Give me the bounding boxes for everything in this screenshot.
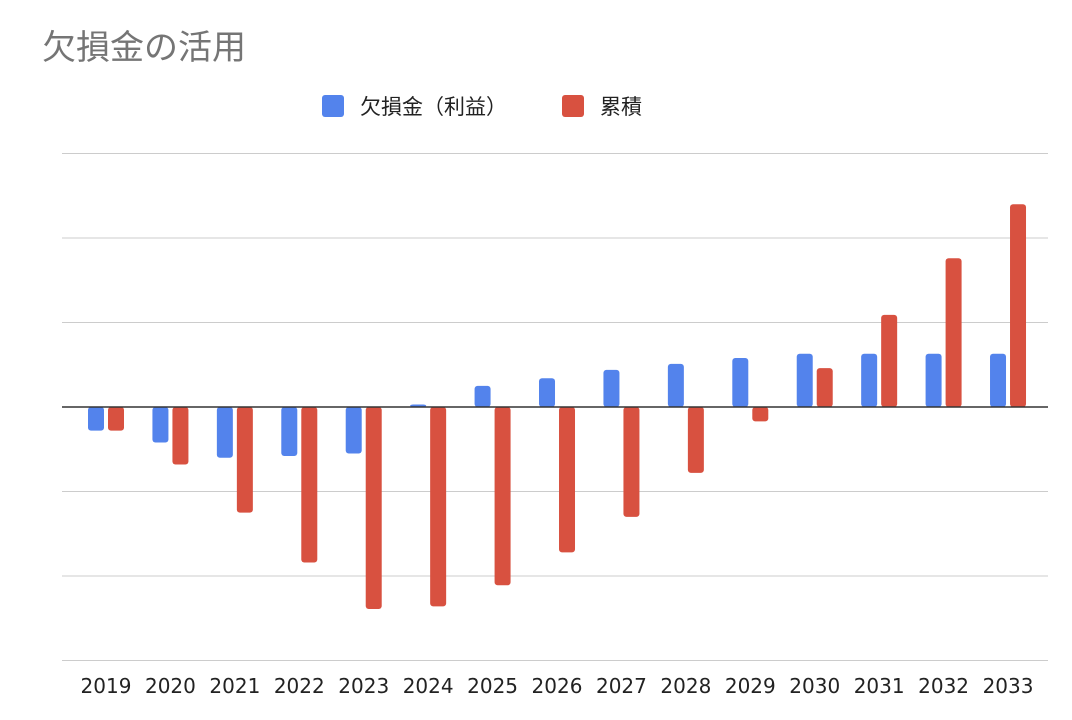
bar-series-1-2027[interactable] (603, 369, 620, 407)
bar-series-1-2023[interactable] (345, 407, 362, 454)
legend-item-series-2[interactable]: 累積 (562, 88, 642, 124)
x-tick-label: 2026 (532, 674, 583, 698)
chart-legend: 欠損金（利益） 累積 (0, 88, 1072, 124)
bar-series-2-2029[interactable] (752, 407, 769, 422)
legend-swatch-series-2 (562, 95, 584, 117)
x-tick-label: 2031 (854, 674, 905, 698)
bar-series-2-2022[interactable] (301, 407, 318, 563)
x-tick-label: 2024 (403, 674, 454, 698)
bar-series-1-2021[interactable] (216, 407, 233, 458)
bar-series-2-2024[interactable] (430, 407, 447, 607)
x-tick-label: 2027 (596, 674, 647, 698)
legend-label-series-1: 欠損金（利益） (360, 95, 507, 119)
gridlines (62, 153, 1048, 661)
bar-series-2-2028[interactable] (687, 407, 704, 473)
x-tick-label: 2019 (81, 674, 132, 698)
x-tick-label: 2023 (338, 674, 389, 698)
x-tick-label: 2025 (467, 674, 518, 698)
bar-series-1-2025[interactable] (474, 385, 491, 407)
bar-series-1-2026[interactable] (539, 378, 556, 407)
x-tick-label: 2033 (983, 674, 1034, 698)
bar-series-2-2032[interactable] (945, 258, 962, 407)
bar-series-2-2023[interactable] (365, 407, 382, 609)
bar-series-1-2029[interactable] (732, 357, 749, 407)
bar-series-1-2020[interactable] (152, 407, 169, 443)
bars (88, 204, 1027, 609)
x-tick-label: 2022 (274, 674, 325, 698)
chart-title: 欠損金の活用 (42, 28, 246, 68)
x-tick-label: 2020 (145, 674, 196, 698)
bar-series-1-2019[interactable] (88, 407, 104, 431)
legend-label-series-2: 累積 (600, 95, 642, 119)
bar-series-1-2030[interactable] (796, 353, 813, 407)
bar-series-1-2022[interactable] (281, 407, 298, 457)
x-tick-label: 2032 (918, 674, 969, 698)
bar-series-2-2026[interactable] (559, 407, 576, 553)
bar-series-2-2033[interactable] (1010, 204, 1027, 407)
bar-series-2-2025[interactable] (494, 407, 511, 586)
bar-series-1-2032[interactable] (925, 353, 942, 407)
x-tick-label: 2021 (209, 674, 260, 698)
bar-series-1-2031[interactable] (861, 353, 878, 407)
bar-series-2-2020[interactable] (172, 407, 189, 465)
bar-series-1-2028[interactable] (667, 363, 684, 407)
bar-series-2-2019[interactable] (108, 407, 124, 431)
x-tick-label: 2028 (660, 674, 711, 698)
bar-series-1-2033[interactable] (990, 353, 1007, 407)
bar-series-2-2031[interactable] (881, 314, 898, 407)
bar-series-2-2021[interactable] (236, 407, 253, 513)
bar-series-2-2030[interactable] (816, 368, 833, 407)
x-tick-label: 2030 (789, 674, 840, 698)
bar-series-2-2027[interactable] (623, 407, 640, 517)
x-tick-label: 2029 (725, 674, 776, 698)
x-axis-tick-labels: 2019 2020 2021 2022 2023 2024 2025 2026 2027 2028… (81, 674, 1034, 698)
legend-swatch-series-1 (322, 95, 344, 117)
legend-item-series-1[interactable]: 欠損金（利益） (322, 88, 507, 124)
